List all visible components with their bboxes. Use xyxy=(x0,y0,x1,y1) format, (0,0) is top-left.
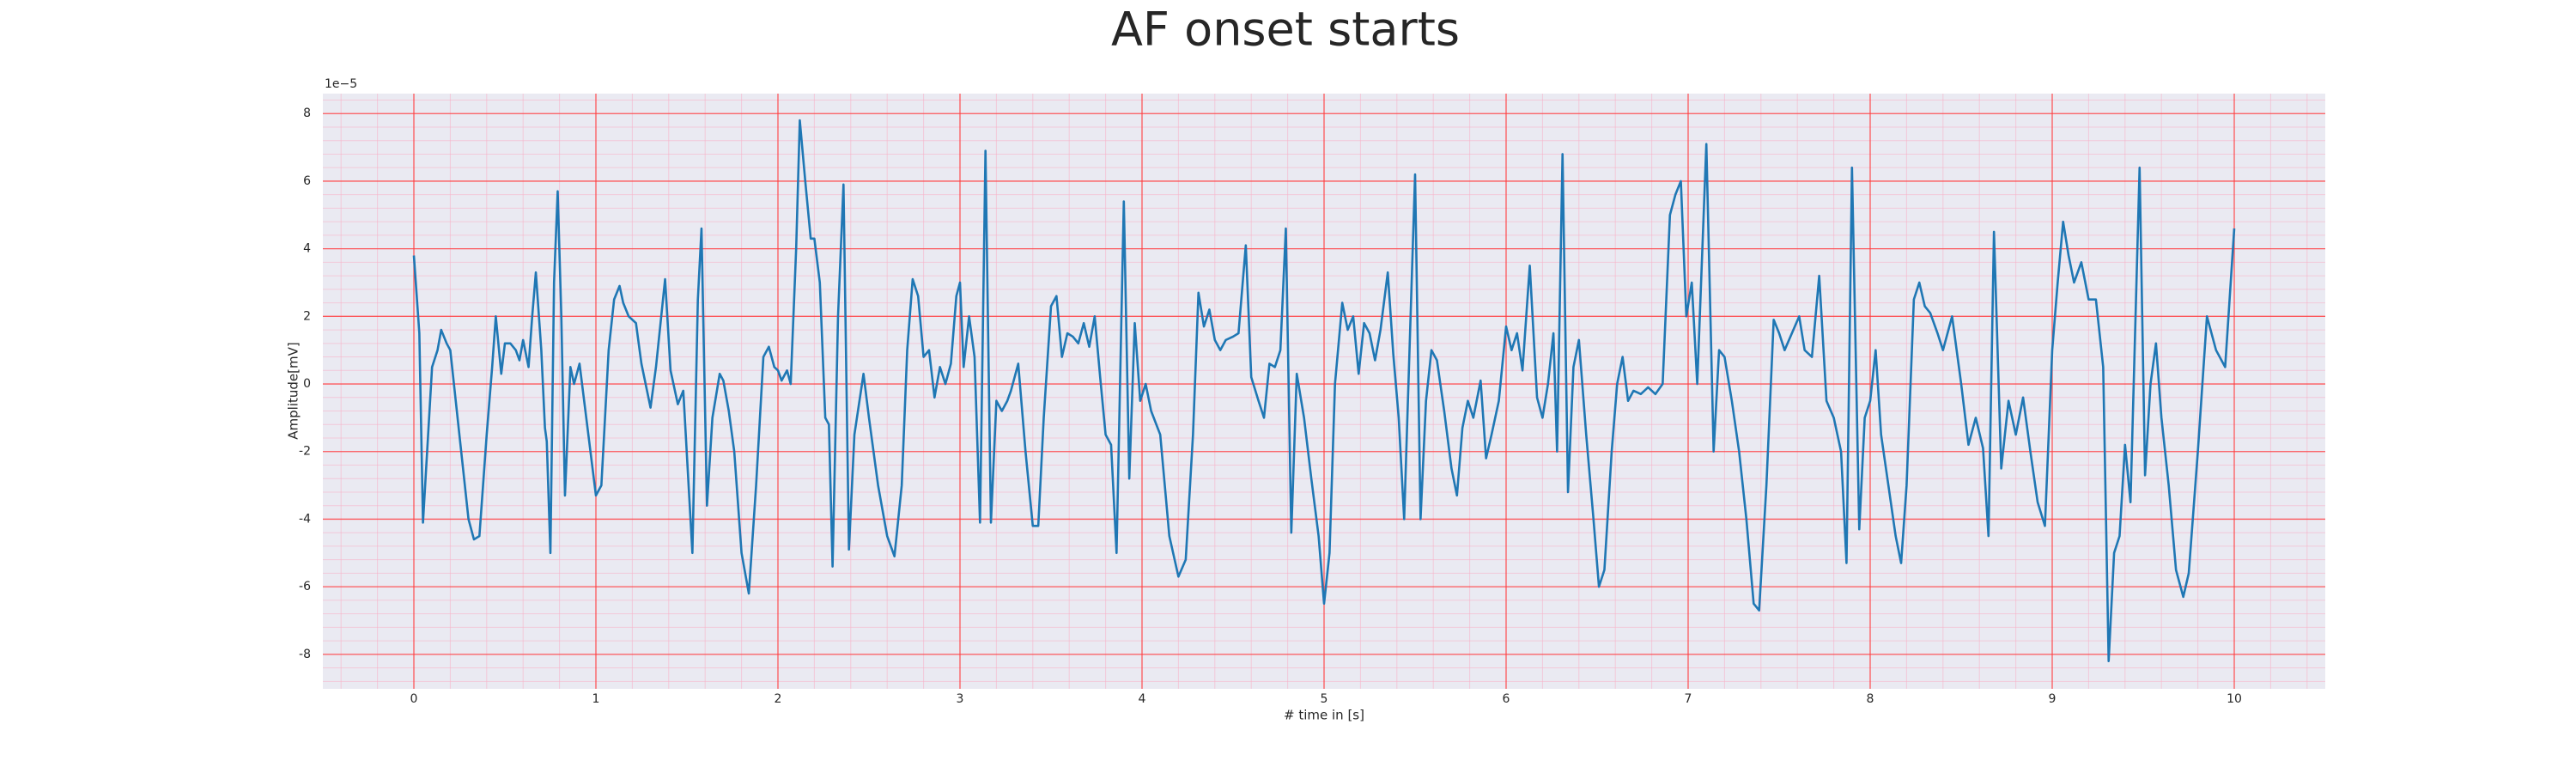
y-tick-label: -6 xyxy=(299,580,311,593)
chart-title: AF onset starts xyxy=(1111,3,1460,57)
x-tick-label: 8 xyxy=(1867,692,1874,706)
offset-text: 1e−5 xyxy=(325,77,357,91)
x-tick-label: 3 xyxy=(957,692,964,706)
x-tick-label: 1 xyxy=(592,692,600,706)
y-tick-label: -2 xyxy=(299,445,311,459)
x-tick-label: 10 xyxy=(2227,692,2242,706)
y-tick-label: 8 xyxy=(303,107,311,120)
x-axis-label: # time in [s] xyxy=(1284,708,1364,723)
x-tick-label: 7 xyxy=(1685,692,1692,706)
x-tick-label: 5 xyxy=(1321,692,1328,706)
y-tick-label: 4 xyxy=(303,242,311,256)
y-tick-label: -4 xyxy=(299,512,311,526)
x-tick-label: 2 xyxy=(775,692,782,706)
y-axis-label: Amplitude[mV] xyxy=(286,342,301,439)
y-tick-label: 2 xyxy=(303,309,311,323)
y-tick-label: 6 xyxy=(303,174,311,188)
x-tick-label: 9 xyxy=(2049,692,2057,706)
x-tick-label: 6 xyxy=(1503,692,1510,706)
signal-line xyxy=(412,119,2236,663)
x-tick-label: 0 xyxy=(410,692,418,706)
x-tick-label: 4 xyxy=(1139,692,1146,706)
y-tick-label: -8 xyxy=(299,648,311,661)
y-tick-label: 0 xyxy=(303,377,311,391)
